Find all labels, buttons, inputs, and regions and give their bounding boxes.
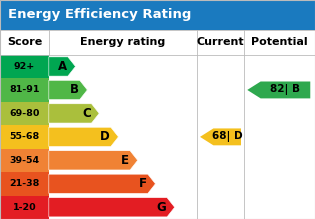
Text: A: A — [58, 60, 67, 73]
Text: C: C — [82, 107, 91, 120]
Text: Energy rating: Energy rating — [80, 37, 165, 47]
Bar — [0, 125, 49, 149]
Bar — [0, 30, 315, 55]
Text: G: G — [157, 201, 166, 214]
Polygon shape — [49, 57, 76, 76]
Polygon shape — [247, 81, 310, 98]
Text: Current: Current — [197, 37, 244, 47]
Polygon shape — [49, 198, 175, 217]
Text: 39-54: 39-54 — [9, 156, 39, 165]
Polygon shape — [200, 128, 241, 145]
Bar — [0, 78, 49, 102]
Text: F: F — [139, 177, 147, 190]
Text: Score: Score — [7, 37, 42, 47]
Bar — [0, 0, 315, 30]
Bar — [0, 172, 49, 196]
Text: 92+: 92+ — [14, 62, 35, 71]
Text: D: D — [100, 130, 110, 143]
Text: E: E — [121, 154, 129, 167]
Text: 21-38: 21-38 — [9, 179, 40, 188]
Polygon shape — [49, 174, 155, 193]
Text: 82| B: 82| B — [271, 85, 301, 95]
Bar — [0, 149, 49, 172]
Polygon shape — [49, 127, 118, 147]
Text: 68| D: 68| D — [212, 131, 243, 142]
Bar — [0, 102, 49, 125]
Bar — [0, 196, 49, 219]
Text: B: B — [70, 83, 79, 96]
Text: Potential: Potential — [251, 37, 308, 47]
Text: 55-68: 55-68 — [9, 132, 40, 141]
Polygon shape — [49, 151, 138, 170]
Bar — [0, 55, 49, 78]
Text: 81-91: 81-91 — [9, 85, 40, 94]
Text: 1-20: 1-20 — [13, 203, 36, 212]
Text: Energy Efficiency Rating: Energy Efficiency Rating — [8, 8, 191, 21]
Polygon shape — [49, 80, 87, 100]
Text: 69-80: 69-80 — [9, 109, 40, 118]
Polygon shape — [49, 104, 99, 123]
